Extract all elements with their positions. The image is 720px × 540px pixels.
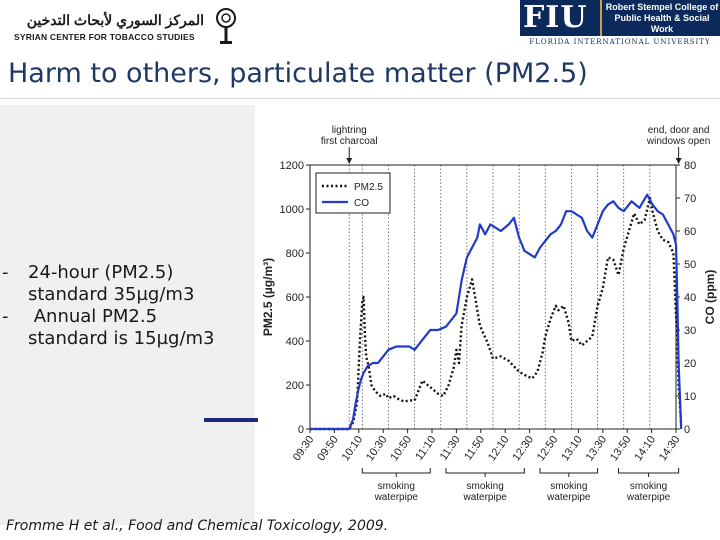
y-right-tick-label: 70	[684, 193, 696, 205]
pm25-series-line	[310, 196, 683, 431]
x-tick-label: 13:10	[559, 434, 585, 463]
smoking-label: waterpipe	[462, 492, 507, 503]
annotation-text: first charcoal	[321, 136, 378, 147]
annotation-text: lightring	[332, 125, 367, 136]
legend-co-label: CO	[354, 198, 369, 209]
x-tick-label: 13:30	[584, 434, 610, 463]
y-left-tick-label: 400	[286, 336, 304, 348]
smoking-label: smoking	[550, 481, 587, 492]
x-tick-label: 10:50	[388, 434, 414, 463]
fiu-logo-box	[520, 0, 720, 36]
smoking-label: smoking	[630, 481, 667, 492]
y-left-tick-label: 1200	[280, 160, 304, 172]
y-right-tick-label: 0	[684, 424, 690, 436]
smoking-bracket	[539, 468, 599, 474]
pm-co-chart: 0 200 400 600 800 1000 1200 0 10 20 30 40 50 60 70 80 09…	[261, 125, 717, 503]
left-panel-background	[0, 105, 255, 525]
y-right-tick-label: 80	[684, 160, 696, 172]
y-left-tick-label: 1000	[280, 204, 304, 216]
x-tick-label: 12:50	[535, 434, 561, 463]
y-left-tick-label: 0	[298, 424, 304, 436]
annotation-arrow-head-icon	[346, 158, 353, 164]
x-tick-label: 12:10	[486, 434, 512, 463]
y-right-tick-label: 60	[684, 226, 696, 238]
y-left-tick-label: 800	[286, 248, 304, 260]
smoking-bracket	[445, 468, 525, 474]
x-tick-label: 14:30	[657, 434, 683, 463]
smoking-bracket	[617, 468, 680, 474]
bullet-line: standard is 15µg/m3	[28, 328, 215, 349]
x-tick-label: 11:30	[438, 434, 463, 463]
bullet-dash: -	[2, 262, 9, 283]
y-left-axis-label: PM2.5 (µg/m³)	[261, 258, 275, 336]
fiu-letters: FIU	[523, 0, 588, 35]
x-tick-label: 12:30	[510, 434, 536, 463]
slide-title: Harm to others, particulate matter (PM2.…	[8, 58, 588, 89]
x-tick-label: 13:50	[608, 434, 634, 463]
annotation-text: end, door and	[648, 125, 710, 136]
x-tick-label: 09:50	[315, 434, 341, 463]
y-right-tick-label: 40	[684, 292, 696, 304]
smoking-label: smoking	[467, 481, 504, 492]
smoking-label: waterpipe	[626, 492, 671, 503]
fiu-university-name: FLORIDA INTERNATIONAL UNIVERSITY	[529, 38, 711, 46]
legend-pm25-label: PM2.5	[354, 182, 383, 193]
legend-box	[315, 172, 391, 214]
bullet-line: 24-hour (PM2.5)	[28, 262, 174, 283]
syrian-center-logo: المركز السوري لأبحاث التدخين SYRIAN CENT…	[6, 4, 241, 46]
y-left-tick-label: 200	[286, 380, 304, 392]
pointer-arrow-shaft	[204, 418, 290, 422]
annotation-text: windows open	[646, 136, 710, 147]
x-tick-label: 10:30	[364, 434, 390, 463]
bullet-list: - 24-hour (PM2.5) standard 35µg/m3 - Ann…	[2, 262, 252, 350]
bullet-line: standard 35µg/m3	[28, 284, 195, 305]
y-right-axis-label: CO (ppm)	[703, 270, 717, 325]
smoking-label: smoking	[378, 481, 415, 492]
bullet-dash: -	[2, 306, 9, 327]
y-right-tick-label: 50	[684, 259, 696, 271]
smoking-label: waterpipe	[546, 492, 591, 503]
y-right-tick-label: 20	[684, 358, 696, 370]
bullet-item: - Annual PM2.5 standard is 15µg/m3	[2, 306, 252, 350]
bullet-item: - 24-hour (PM2.5) standard 35µg/m3	[2, 262, 252, 306]
x-tick-label: 10:10	[340, 434, 366, 463]
syrian-center-english-name: SYRIAN CENTER FOR TOBACCO STUDIES	[14, 32, 195, 42]
syrian-center-arabic-name: المركز السوري لأبحاث التدخين	[26, 12, 204, 28]
annotation-arrow-head-icon	[675, 158, 682, 164]
x-tick-label: 14:10	[632, 434, 658, 463]
x-tick-label: 11:50	[462, 434, 487, 463]
x-tick-label: 11:10	[413, 434, 438, 463]
co-series-line	[310, 193, 683, 431]
x-tick-label: 09:30	[291, 434, 317, 463]
smoking-label: waterpipe	[374, 492, 419, 503]
fiu-college-name: Robert Stempel College of Public Health …	[605, 2, 719, 34]
fiu-logo: FIU Robert Stempel College of Public Hea…	[520, 0, 720, 48]
y-left-tick-label: 600	[286, 292, 304, 304]
figure-panel: 0 200 400 600 800 1000 1200 0 10 20 30 40 50 60 70 80 09…	[258, 125, 720, 507]
title-divider	[0, 98, 720, 99]
syrian-center-emblem-icon	[216, 8, 236, 44]
y-right-tick-label: 10	[684, 391, 696, 403]
fiu-divider	[600, 0, 602, 36]
y-right-tick-label: 30	[684, 325, 696, 337]
smoking-bracket	[361, 468, 431, 474]
citation: Fromme H et al., Food and Chemical Toxic…	[6, 518, 389, 534]
bullet-line: Annual PM2.5	[28, 306, 158, 327]
